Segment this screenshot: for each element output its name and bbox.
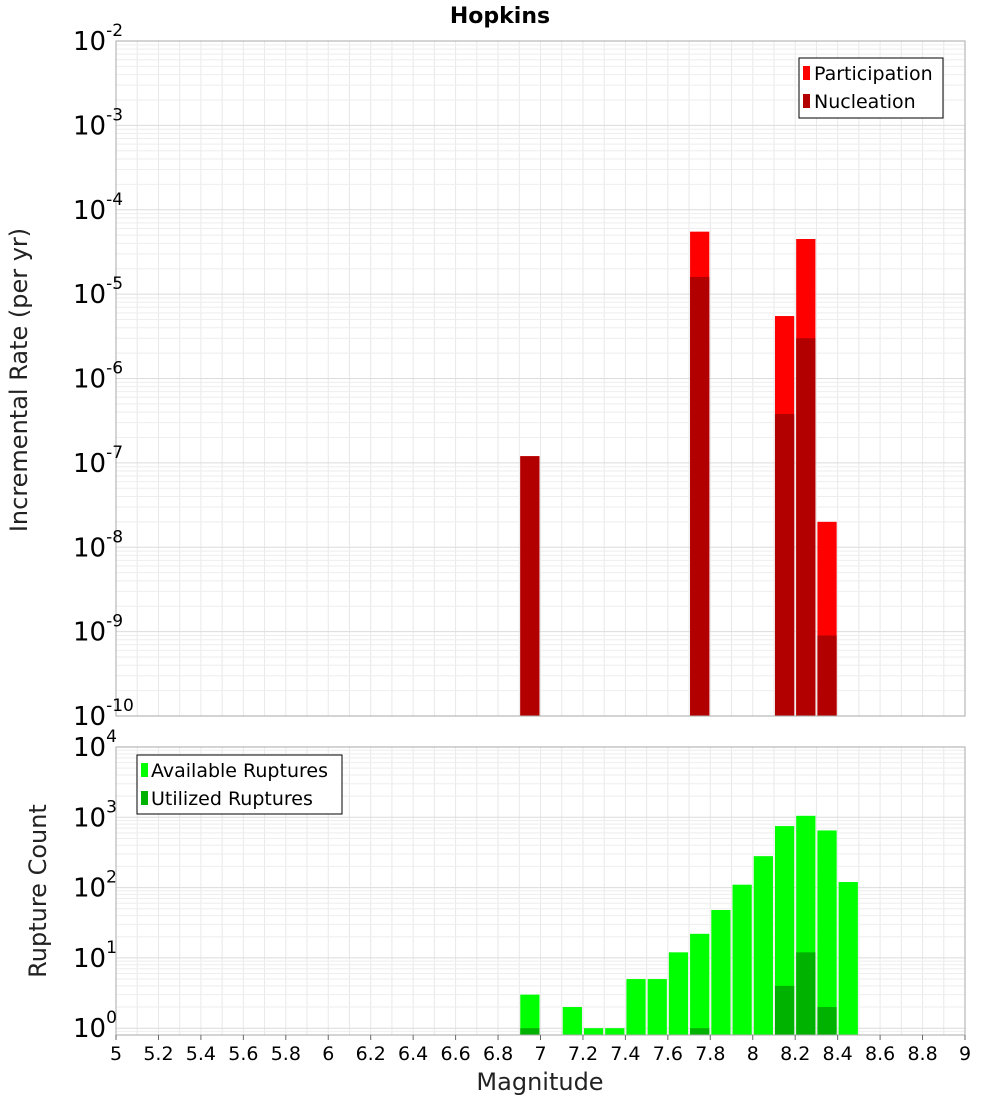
rate-bar-b [774,413,795,716]
count-y-tick-label: 103 [73,797,117,833]
rate-bar-b [796,338,816,716]
rate-y-ticks: 10-10 10-9 10-8 10-7 10-6 10-5 10-4 10-3 10-2 [73,21,134,732]
x-tick-label: 5 [110,1043,122,1065]
x-tick-label: 7.2 [568,1043,598,1065]
x-tick-label: 7.4 [610,1043,640,1065]
x-tick-label: 9 [959,1043,971,1065]
rate-y-tick-label: 10-4 [73,190,123,226]
count-bar-b [520,1028,540,1035]
rate-y-tick-label: 10-5 [73,274,123,310]
rate-y-tick-label: 10-3 [73,105,123,141]
rate-plot-frame [115,40,966,717]
count-plot-bars [520,815,858,1035]
x-tick-label: 6.4 [398,1043,428,1065]
count-bar-a [753,856,773,1035]
x-tick-label: 8.8 [907,1043,937,1065]
count-bar-a [732,884,752,1035]
x-tick-label: 5.6 [228,1043,258,1065]
x-tick-label: 7 [534,1043,546,1065]
x-tick-label: 7.8 [695,1043,725,1065]
count-plot: 100 101 102 103 104 5 5.2 5.4 5.6 5.8 6 6.2 6.4 6.6 6… [73,727,971,1065]
rate-bar-b [520,456,540,716]
count-bar-a [647,979,667,1035]
x-tick-label: 5.4 [186,1043,216,1065]
legend-swatch-utilized [141,791,148,805]
rate-plot-bars [520,231,837,716]
x-tick-label: 7.6 [653,1043,683,1065]
legend-swatch-participation [803,66,810,80]
count-y-tick-label: 102 [73,868,117,904]
rate-y-tick-label: 10-7 [73,443,123,479]
count-bar-a [838,882,858,1035]
rate-plot-grid [116,41,966,717]
count-bar-a [583,1028,604,1035]
rate-y-tick-label: 10-8 [73,527,123,563]
x-axis-label: Magnitude [476,1068,603,1096]
count-y-ticks: 100 101 102 103 104 [73,727,117,1044]
count-bar-a [711,910,731,1035]
rate-y-tick-label: 10-10 [73,696,134,732]
legend-label-available: Available Ruptures [151,760,328,782]
count-legend: Available Ruptures Utilized Ruptures [136,754,343,815]
count-bar-a [668,952,689,1035]
x-tick-label: 6.6 [440,1043,470,1065]
count-y-tick-label: 104 [73,727,117,763]
count-bar-a [562,1007,582,1035]
rate-plot: 10-10 10-9 10-8 10-7 10-6 10-5 10-4 10-3 10-2 Pa… [73,21,966,732]
rate-legend: Participation Nucleation [798,57,944,119]
count-bar-a [817,830,837,1035]
rate-legend-box [798,57,944,119]
count-bar-b [690,1028,710,1035]
count-plot-grid [116,747,966,1036]
count-y-tick-label: 101 [73,938,117,974]
count-bar-b [774,985,795,1035]
legend-swatch-nucleation [803,94,810,108]
chart-title: Hopkins [450,4,550,29]
x-tick-label: 6.2 [356,1043,386,1065]
x-tick-label: 6 [322,1043,334,1065]
legend-swatch-available [141,763,148,777]
count-bar-a [605,1028,625,1035]
count-y-tick-label: 100 [73,1008,117,1044]
top-y-axis-label: Incremental Rate (per yr) [5,228,33,532]
rate-bar-b [690,276,710,716]
x-tick-label: 8 [747,1043,759,1065]
count-bar-a [626,979,646,1035]
x-tick-label: 8.6 [865,1043,895,1065]
x-tick-label: 6.8 [483,1043,513,1065]
legend-label-nucleation: Nucleation [814,91,916,113]
x-tick-label: 5.2 [143,1043,173,1065]
x-tick-label: 8.4 [823,1043,853,1065]
rate-bar-b [817,635,837,716]
count-bar-b [817,1007,837,1035]
x-tick-label: 5.8 [271,1043,301,1065]
rate-y-tick-label: 10-9 [73,612,123,648]
count-bar-a [690,933,710,1035]
legend-label-participation: Participation [814,63,933,85]
x-tick-label: 8.2 [780,1043,810,1065]
rate-y-tick-label: 10-6 [73,359,123,395]
bottom-y-axis-label: Rupture Count [24,804,52,978]
rate-y-tick-label: 10-2 [73,21,123,57]
count-bar-b [796,952,816,1035]
count-legend-box [136,754,343,815]
x-ticks: 5 5.2 5.4 5.6 5.8 6 6.2 6.4 6.6 6.8 7 7.2 7.4 7.6 7.8 8… [110,1035,971,1065]
legend-label-utilized: Utilized Ruptures [151,788,313,810]
count-bar-a [520,994,540,1035]
count-bar-a [774,826,795,1035]
